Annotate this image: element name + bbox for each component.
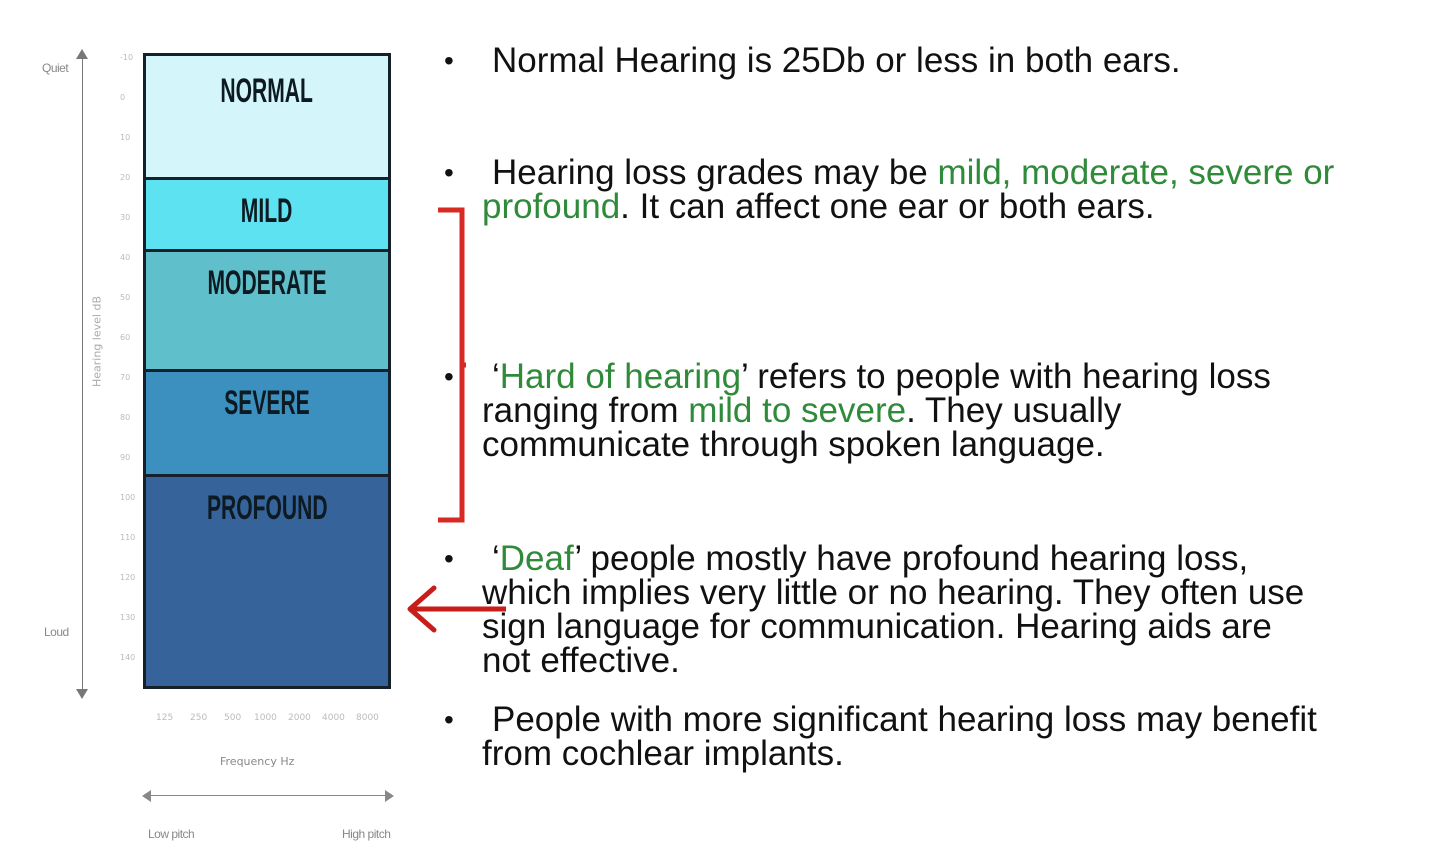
y-tick: 60 — [120, 333, 131, 342]
x-tick: 8000 — [356, 713, 379, 723]
text-segment: Hearing loss grades may be — [492, 153, 938, 192]
bullet-dot: • — [444, 361, 454, 392]
x-tick: 125 — [156, 713, 174, 723]
band-profound: PROFOUND — [146, 477, 388, 686]
highlight-segment: mild, moderate, severe or — [937, 153, 1335, 192]
y-tick: 70 — [120, 373, 131, 382]
y-tick: 80 — [120, 413, 131, 422]
y-tick: 90 — [120, 453, 131, 462]
text-segment: ’ refers to people with hearing loss — [741, 357, 1271, 396]
band-normal: NORMAL — [146, 56, 388, 180]
text-segment: ‘ — [492, 357, 500, 396]
x-axis-left-arrow — [142, 790, 151, 802]
bullet-dot: • — [444, 45, 454, 76]
y-tick: -10 — [120, 53, 134, 62]
band-severe-label: SEVERE — [224, 384, 310, 422]
bullet-deaf: • ‘Deaf’ people mostly have profound hea… — [440, 539, 1440, 680]
x-axis-right-arrow — [385, 790, 394, 802]
bullet-text-line: sign language for communication. Hearing… — [482, 607, 1272, 646]
x-tick: 4000 — [322, 713, 345, 723]
text-segment: . It can affect one ear or both ears. — [620, 187, 1155, 226]
bullet-cochlear-implants: • People with more significant hearing l… — [440, 700, 1440, 773]
y-tick: 100 — [120, 493, 136, 502]
band-severe: SEVERE — [146, 372, 388, 477]
highlight-segment: Hard of hearing — [499, 357, 742, 396]
band-moderate-label: MODERATE — [207, 264, 327, 302]
bullet-text-line: from cochlear implants. — [482, 734, 844, 773]
bullet-text: Normal Hearing is 25Db or less in both e… — [492, 41, 1181, 80]
bullet-hard-of-hearing: • ‘Hard of hearing’ refers to people wit… — [440, 357, 1440, 464]
y-axis-up-arrow — [76, 49, 88, 59]
text-segment: ranging from — [482, 391, 689, 430]
quiet-label: Quiet — [42, 61, 69, 75]
highlight-segment: mild to severe — [688, 391, 907, 430]
x-axis-title: Frequency Hz — [220, 755, 295, 768]
band-profound-label: PROFOUND — [206, 489, 328, 527]
x-tick-row: 125 250 500 1000 2000 4000 8000 — [148, 713, 388, 729]
highlight-segment: profound — [482, 187, 621, 226]
bullet-text-line: ranging from mild to severe. They usuall… — [482, 391, 1440, 430]
highlight-segment: Deaf — [499, 539, 575, 578]
bullet-grades: • Hearing loss grades may be mild, moder… — [440, 153, 1440, 226]
y-tick: 40 — [120, 253, 131, 262]
bullet-text-line: Hearing loss grades may be mild, moderat… — [492, 153, 1440, 192]
y-tick: 10 — [120, 133, 131, 142]
band-mild: MILD — [146, 180, 388, 252]
y-axis-down-arrow — [76, 689, 88, 699]
band-mild-label: MILD — [241, 192, 293, 230]
band-moderate: MODERATE — [146, 252, 388, 372]
text-segment: ‘ — [492, 539, 500, 578]
high-pitch-label: High pitch — [342, 827, 391, 841]
y-tick: 20 — [120, 173, 131, 182]
y-tick: 110 — [120, 533, 136, 542]
bullet-list: • Normal Hearing is 25Db or less in both… — [440, 0, 1440, 866]
y-tick: 130 — [120, 613, 136, 622]
y-axis-line — [82, 55, 83, 695]
hearing-level-bands: NORMAL MILD MODERATE SEVERE PROFOUND — [143, 53, 391, 689]
x-tick: 2000 — [288, 713, 311, 723]
bullet-dot: • — [444, 543, 454, 574]
y-tick: 50 — [120, 293, 131, 302]
x-tick: 500 — [224, 713, 242, 723]
bullet-text-line: not effective. — [482, 641, 680, 680]
y-tick: 0 — [120, 93, 126, 102]
red-bracket-annotation — [438, 207, 466, 523]
red-arrow-annotation — [407, 585, 506, 633]
text-segment: . They usually — [906, 391, 1122, 430]
x-tick: 1000 — [254, 713, 277, 723]
y-tick: 30 — [120, 213, 131, 222]
x-axis-arrow-line — [148, 795, 388, 796]
y-axis-title: Hearing level dB — [90, 296, 104, 387]
bullet-text-line: which implies very little or no hearing.… — [482, 573, 1305, 612]
bullet-text-line: communicate through spoken language. — [482, 425, 1105, 464]
x-tick: 250 — [190, 713, 208, 723]
hearing-loss-chart: Quiet Loud Hearing level dB -10 0 10 20 … — [30, 35, 410, 866]
bullet-dot: • — [444, 704, 454, 735]
bullet-text-line: People with more significant hearing los… — [492, 700, 1317, 739]
bullet-text-line: ‘Deaf’ people mostly have profound heari… — [492, 539, 1440, 578]
bullet-text-line: profound. It can affect one ear or both … — [482, 187, 1440, 226]
bullet-text-line: ‘Hard of hearing’ refers to people with … — [492, 357, 1440, 396]
y-tick-column: -10 0 10 20 30 40 50 60 70 80 90 100 110… — [120, 53, 136, 693]
bullet-normal-hearing: • Normal Hearing is 25Db or less in both… — [440, 41, 1440, 80]
text-segment: ’ people mostly have profound hearing lo… — [574, 539, 1249, 578]
loud-label: Loud — [44, 625, 69, 639]
band-normal-label: NORMAL — [220, 72, 314, 110]
y-tick: 140 — [120, 653, 136, 662]
bullet-dot: • — [444, 157, 454, 188]
low-pitch-label: Low pitch — [148, 827, 195, 841]
y-tick: 120 — [120, 573, 136, 582]
